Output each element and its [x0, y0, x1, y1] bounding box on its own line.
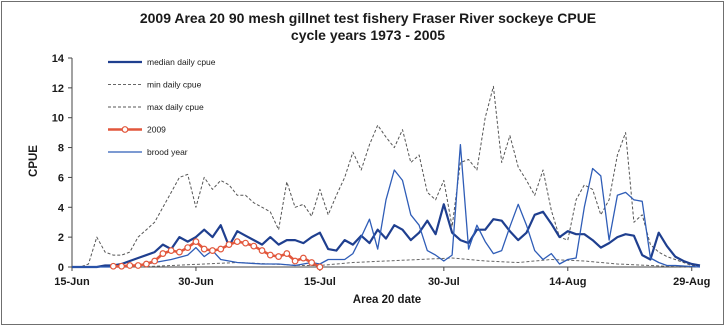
- legend: median daily cpue min daily cpue max daily…: [108, 57, 216, 157]
- chart-title-line1: 2009 Area 20 90 mesh gillnet test fisher…: [140, 10, 596, 26]
- data-point-2009: [144, 261, 150, 267]
- data-point-2009: [193, 239, 199, 245]
- data-point-2009: [276, 254, 282, 260]
- series-min-daily-cpue: [72, 258, 700, 267]
- legend-label: 2009: [147, 125, 166, 135]
- data-point-2009: [226, 242, 232, 248]
- legend-entry-brood-year: brood year: [108, 147, 188, 157]
- x-tick-label: 29-Aug: [673, 276, 710, 288]
- data-point-2009: [185, 245, 191, 251]
- legend-entry-min-daily-cpue: min daily cpue: [108, 80, 202, 90]
- legend-label: median daily cpue: [147, 57, 216, 67]
- data-point-2009: [210, 248, 216, 254]
- series-max-daily-cpue: [72, 86, 700, 267]
- series-line-min-daily-cpue: [72, 258, 700, 267]
- data-point-2009: [234, 239, 240, 245]
- legend-entry-2009: 2009: [108, 125, 166, 135]
- data-point-2009: [292, 258, 298, 264]
- data-point-2009: [317, 264, 323, 270]
- series-brood-year: [72, 145, 700, 267]
- y-axis-label: CPUE: [28, 145, 40, 177]
- x-tick-label: 14-Aug: [549, 276, 586, 288]
- legend-entry-median-daily-cpue: median daily cpue: [108, 57, 216, 67]
- legend-label: max daily cpue: [147, 102, 204, 112]
- data-point-2009: [284, 251, 290, 257]
- data-point-2009: [177, 249, 183, 255]
- series-layer: [72, 86, 700, 269]
- y-tick-label: 0: [58, 262, 64, 274]
- legend-label: brood year: [147, 147, 188, 157]
- legend-entry-max-daily-cpue: max daily cpue: [108, 102, 204, 112]
- x-tick-label: 30-Jul: [428, 276, 460, 288]
- series-line-max-daily-cpue: [72, 86, 700, 267]
- legend-marker: [122, 127, 128, 133]
- data-point-2009: [268, 252, 274, 258]
- chart-title-line2: cycle years 1973 - 2005: [291, 27, 445, 43]
- data-point-2009: [119, 263, 125, 269]
- data-point-2009: [127, 263, 133, 269]
- data-point-2009: [309, 260, 315, 266]
- y-tick-label: 4: [58, 202, 65, 214]
- x-axis-label: Area 20 date: [353, 294, 421, 306]
- data-point-2009: [135, 263, 141, 269]
- y-tick-label: 2: [58, 232, 64, 244]
- data-point-2009: [111, 263, 117, 269]
- y-tick-label: 12: [52, 83, 64, 95]
- y-tick-label: 10: [52, 113, 64, 125]
- series-line-brood-year: [72, 145, 700, 267]
- x-tick-label: 15-Jul: [304, 276, 336, 288]
- data-point-2009: [201, 246, 207, 252]
- data-point-2009: [152, 258, 158, 264]
- y-tick-label: 8: [58, 143, 64, 155]
- data-point-2009: [168, 248, 174, 254]
- x-tick-label: 30-Jun: [178, 276, 214, 288]
- x-tick-label: 15-Jun: [54, 276, 90, 288]
- data-point-2009: [218, 246, 224, 252]
- legend-label: min daily cpue: [147, 80, 202, 90]
- y-tick-label: 14: [52, 53, 65, 65]
- data-point-2009: [301, 255, 307, 261]
- data-point-2009: [251, 243, 257, 249]
- y-tick-label: 6: [58, 172, 64, 184]
- data-point-2009: [160, 251, 166, 257]
- data-point-2009: [259, 248, 265, 254]
- data-point-2009: [243, 240, 249, 246]
